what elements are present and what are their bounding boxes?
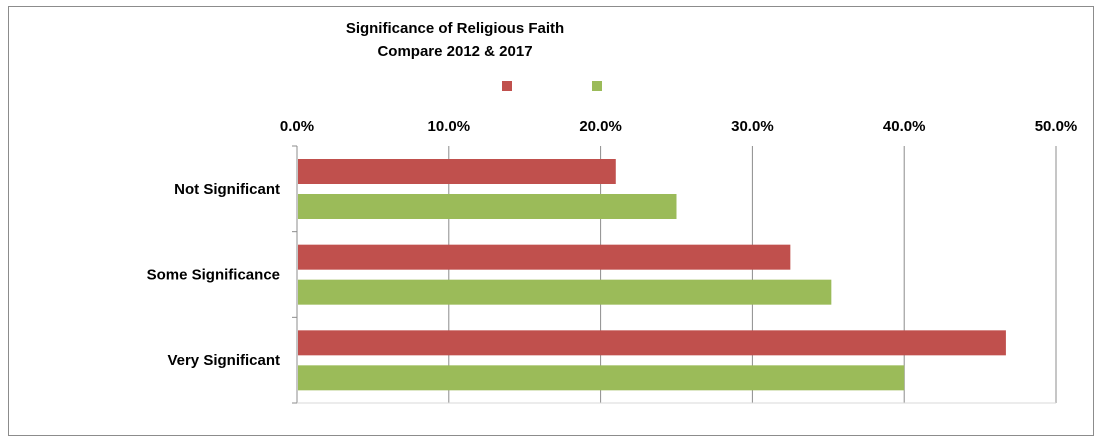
- category-label: Some Significance: [147, 267, 280, 284]
- category-label: Very Significant: [167, 352, 280, 369]
- x-tick-label: 0.0%: [280, 118, 314, 135]
- x-tick-label: 30.0%: [731, 118, 774, 135]
- x-tick-label: 40.0%: [883, 118, 926, 135]
- x-tick-label: 20.0%: [579, 118, 622, 135]
- bar: [298, 279, 832, 305]
- x-tick-label: 10.0%: [428, 118, 471, 135]
- legend-marker: [592, 81, 602, 91]
- chart-subtitle: Compare 2012 & 2017: [377, 43, 533, 60]
- bar: [298, 365, 905, 391]
- category-label: Not Significant: [174, 181, 280, 198]
- bar: [298, 159, 616, 184]
- chart-title: Significance of Religious Faith: [345, 20, 565, 37]
- chart-frame: [8, 6, 1094, 436]
- bar: [298, 330, 1006, 356]
- legend-marker: [502, 81, 512, 91]
- x-tick-label: 50.0%: [1035, 118, 1078, 135]
- bar: [298, 194, 677, 219]
- bar: [298, 244, 791, 270]
